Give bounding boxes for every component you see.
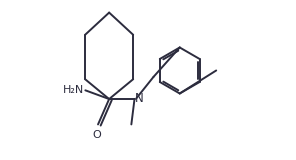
Text: N: N: [135, 92, 144, 105]
Text: H₂N: H₂N: [63, 85, 84, 95]
Text: O: O: [93, 130, 102, 140]
